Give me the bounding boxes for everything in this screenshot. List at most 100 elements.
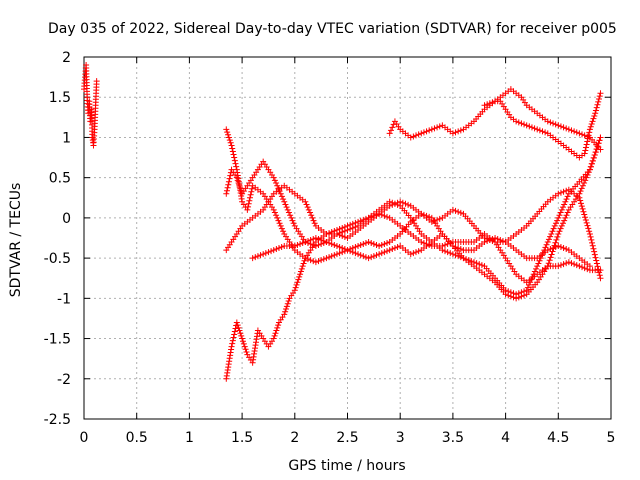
data-point-dense bbox=[384, 248, 391, 255]
data-point-dense bbox=[558, 222, 565, 229]
data-point-dense bbox=[505, 292, 512, 299]
data-point bbox=[376, 243, 383, 250]
data-point-dense bbox=[559, 204, 566, 211]
data-point bbox=[586, 230, 593, 237]
data-point bbox=[576, 263, 583, 270]
data-point-dense bbox=[311, 220, 318, 227]
data-point bbox=[281, 198, 288, 205]
data-point-dense bbox=[594, 263, 601, 270]
data-point-dense bbox=[596, 269, 603, 276]
data-point bbox=[386, 130, 393, 137]
data-point-dense bbox=[415, 131, 422, 138]
data-point-dense bbox=[587, 163, 594, 170]
data-point-dense bbox=[573, 129, 580, 136]
data-point-dense bbox=[310, 236, 317, 243]
data-point-dense bbox=[384, 213, 391, 220]
data-point-dense bbox=[547, 254, 554, 261]
data-point-dense bbox=[593, 257, 600, 264]
data-point bbox=[502, 291, 509, 298]
data-point-dense bbox=[370, 253, 377, 260]
data-point bbox=[439, 243, 446, 250]
data-point-dense bbox=[229, 337, 236, 344]
data-point-dense bbox=[282, 308, 289, 315]
data-point-dense bbox=[283, 204, 290, 211]
data-point-dense bbox=[320, 238, 327, 245]
data-point-dense bbox=[284, 206, 291, 213]
data-point-dense bbox=[265, 249, 272, 256]
data-point-dense bbox=[542, 129, 549, 136]
data-point-dense bbox=[579, 182, 586, 189]
data-point-dense bbox=[563, 246, 570, 253]
data-point-dense bbox=[275, 322, 282, 329]
data-point-dense bbox=[381, 212, 388, 219]
data-point-dense bbox=[341, 233, 348, 240]
y-tick-label: 1 bbox=[62, 130, 71, 146]
data-point-dense bbox=[307, 209, 314, 216]
y-tick-label: 0 bbox=[62, 211, 71, 227]
data-point-dense bbox=[582, 144, 589, 151]
data-point-dense bbox=[584, 266, 591, 273]
data-point-dense bbox=[277, 190, 284, 197]
data-point-dense bbox=[420, 240, 427, 247]
data-point-dense bbox=[592, 254, 599, 261]
data-point bbox=[534, 126, 541, 133]
data-point-dense bbox=[579, 205, 586, 212]
data-point-dense bbox=[486, 100, 493, 107]
data-point-dense bbox=[233, 163, 240, 170]
data-point-dense bbox=[309, 214, 316, 221]
data-point-dense bbox=[246, 197, 253, 204]
data-point-dense bbox=[528, 124, 535, 131]
data-point-dense bbox=[583, 141, 590, 148]
data-point-dense bbox=[579, 131, 586, 138]
data-point-dense bbox=[552, 121, 559, 128]
data-point-dense bbox=[489, 238, 496, 245]
data-point-dense bbox=[293, 281, 300, 288]
data-point bbox=[249, 255, 256, 262]
data-point-dense bbox=[274, 214, 281, 221]
data-point bbox=[544, 118, 551, 125]
data-point bbox=[281, 311, 288, 318]
data-point bbox=[291, 287, 298, 294]
data-point-dense bbox=[230, 334, 237, 341]
data-point-dense bbox=[247, 194, 254, 201]
data-point-dense bbox=[282, 201, 289, 208]
data-point-dense bbox=[226, 175, 233, 182]
data-point bbox=[291, 243, 298, 250]
data-point-dense bbox=[310, 217, 317, 224]
series-arc-d bbox=[223, 182, 604, 282]
data-point-dense bbox=[547, 119, 554, 126]
data-point-dense bbox=[296, 273, 303, 280]
data-point-dense bbox=[320, 256, 327, 263]
data-point bbox=[565, 259, 572, 266]
series-arc-e bbox=[249, 134, 604, 302]
data-point-dense bbox=[252, 254, 259, 261]
data-point-dense bbox=[225, 181, 232, 188]
data-point-dense bbox=[581, 180, 588, 187]
data-point-dense bbox=[596, 137, 603, 144]
data-point-dense bbox=[515, 119, 522, 126]
data-point bbox=[312, 243, 319, 250]
data-point bbox=[597, 275, 604, 282]
data-point-dense bbox=[295, 276, 302, 283]
data-point-dense bbox=[588, 236, 595, 243]
data-point-dense bbox=[526, 123, 533, 130]
data-point-dense bbox=[455, 208, 462, 215]
data-point-dense bbox=[299, 263, 306, 270]
data-point bbox=[581, 150, 588, 157]
data-point-dense bbox=[559, 220, 566, 227]
data-point-dense bbox=[562, 198, 569, 205]
data-point-dense bbox=[558, 206, 565, 213]
data-point-dense bbox=[561, 201, 568, 208]
data-point-dense bbox=[278, 244, 285, 251]
data-point-dense bbox=[237, 330, 244, 337]
x-tick-label: 0.5 bbox=[126, 430, 148, 446]
data-point-dense bbox=[275, 245, 282, 252]
data-point-dense bbox=[584, 171, 591, 178]
data-point-dense bbox=[352, 223, 359, 230]
data-point-dense bbox=[231, 331, 238, 338]
data-point-dense bbox=[224, 184, 231, 191]
x-tick-label: 4 bbox=[501, 430, 510, 446]
data-point bbox=[355, 251, 362, 258]
data-point-dense bbox=[578, 185, 585, 192]
data-point-dense bbox=[268, 248, 275, 255]
